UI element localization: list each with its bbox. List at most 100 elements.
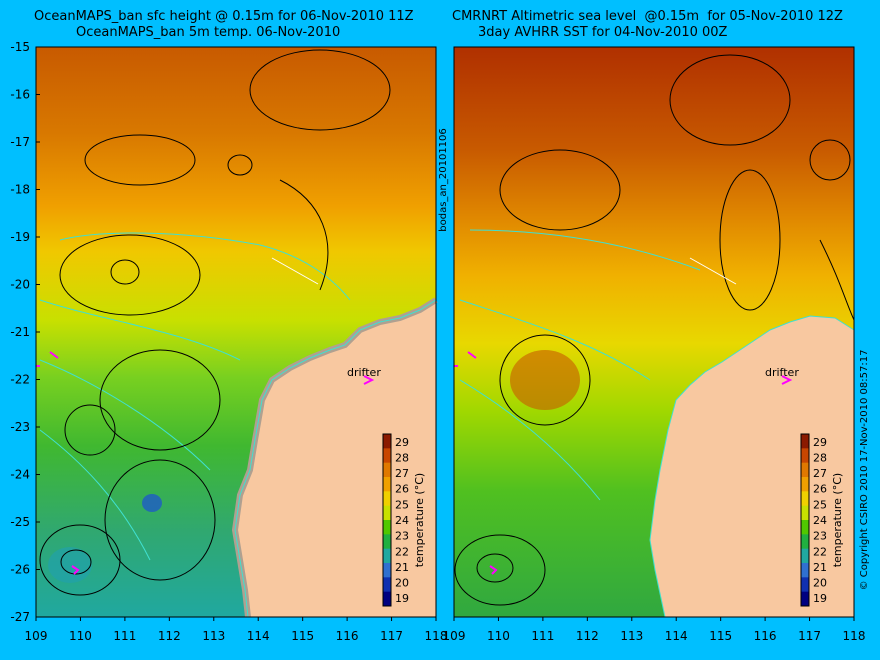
lat-tick-label: -20 (10, 278, 30, 292)
colorbar-tick-label: 26 (813, 483, 827, 496)
lon-tick-label: 110 (487, 629, 510, 643)
colorbar-swatch (383, 448, 391, 464)
lon-tick-label: 115 (291, 629, 314, 643)
right-map-frame (453, 46, 855, 618)
colorbar-tick-label: 23 (813, 530, 827, 543)
lon-tick-label: 109 (25, 629, 48, 643)
right-map-panel: drifter 29 28 27 26 25 24 23 22 21 20 19 temperatu… (453, 46, 855, 618)
colorbar-tick-label: 20 (813, 577, 827, 590)
left-drifter-arrow-west (36, 351, 59, 367)
colorbar-tick-label: 24 (813, 514, 827, 527)
left-drifter-label: drifter (347, 366, 381, 379)
lat-tick-label: -16 (10, 88, 30, 102)
left-cool-patch (48, 547, 92, 583)
colorbar-swatch (801, 520, 809, 535)
left-cold-eddy (142, 494, 162, 512)
right-title-line1: CMRNRT Altimetric sea level @0.15m for 0… (452, 9, 843, 24)
lat-tick-label: -24 (10, 468, 30, 482)
copyright-label: © Copyright CSIRO 2010 17-Nov-2010 08:57… (859, 350, 870, 591)
lon-tick-label: 114 (247, 629, 270, 643)
colorbar-swatch (383, 591, 391, 607)
colorbar-tick-label: 28 (395, 451, 409, 464)
colorbar-tick-label: 27 (395, 467, 409, 480)
right-drifter-arrow (781, 375, 793, 385)
lon-tick-label: 118 (425, 629, 448, 643)
lat-tick-label: -18 (10, 183, 30, 197)
colorbar-tick-label: 25 (813, 498, 827, 511)
left-map-panel: drifter 29 28 27 26 25 24 23 22 21 20 19 temperatu… (35, 46, 438, 618)
colorbar-tick-label: 27 (813, 467, 827, 480)
colorbar-swatch (383, 434, 391, 449)
right-warm-eddy (510, 350, 580, 410)
colorbar-swatch (383, 491, 391, 507)
lon-tick-label: 118 (843, 629, 866, 643)
colorbar-tick-label: 29 (813, 436, 827, 449)
lon-tick-label: 116 (754, 629, 777, 643)
right-drifter-label: drifter (765, 366, 799, 379)
lon-tick-label: 111 (113, 629, 136, 643)
colorbar-tick-label: 19 (395, 592, 409, 605)
colorbar-swatch (383, 577, 391, 593)
lon-tick-label: 113 (202, 629, 225, 643)
right-height-contours (454, 54, 855, 606)
colorbar-swatch (801, 563, 809, 578)
right-colorbar: 29 28 27 26 25 24 23 22 21 20 19 (800, 433, 827, 607)
colorbar-tick-label: 29 (395, 436, 409, 449)
left-colorbar-label: temperature (°C) (413, 473, 426, 567)
right-transect-line (689, 257, 737, 285)
left-height-contours (39, 49, 391, 596)
left-title-line1: OceanMAPS_ban sfc height @ 0.15m for 06-… (34, 9, 414, 24)
lat-tick-label: -21 (10, 325, 30, 339)
colorbar-tick-label: 21 (813, 561, 827, 574)
colorbar-tick-label: 25 (395, 498, 409, 511)
colorbar-tick-label: 21 (395, 561, 409, 574)
colorbar-swatch (383, 534, 391, 550)
colorbar-tick-label: 28 (813, 451, 827, 464)
lon-tick-label: 112 (576, 629, 599, 643)
lon-tick-label: 117 (798, 629, 821, 643)
colorbar-swatch (801, 534, 809, 550)
run-id-label: bodas_an_20101106 (438, 128, 449, 232)
right-colorbar-label: temperature (°C) (831, 473, 844, 567)
colorbar-swatch (801, 448, 809, 464)
colorbar-swatch (801, 505, 809, 521)
colorbar-swatch (801, 491, 809, 507)
lat-tick-label: -26 (10, 563, 30, 577)
colorbar-swatch (383, 505, 391, 521)
lat-tick-label: -25 (10, 515, 30, 529)
right-drifter-arrow-west (454, 351, 477, 367)
lat-tick-label: -17 (10, 135, 30, 149)
lon-tick-label: 116 (336, 629, 359, 643)
lon-tick-label: 113 (620, 629, 643, 643)
colorbar-swatch (383, 520, 391, 535)
lon-tick-label: 109 (443, 629, 466, 643)
colorbar-swatch (383, 548, 391, 564)
right-title-line2: 3day AVHRR SST for 04-Nov-2010 00Z (478, 25, 728, 40)
colorbar-tick-label: 20 (395, 577, 409, 590)
colorbar-swatch (383, 563, 391, 578)
lat-tick-label: -27 (10, 610, 30, 624)
colorbar-frame (382, 433, 392, 607)
right-drifter-arrow-eddy (489, 565, 498, 575)
latitude-axis: -15 -16 -17 -18 -19 -20 -21 -22 -23 -24 -25 -26 -27 (10, 40, 40, 624)
left-title-line2: OceanMAPS_ban 5m temp. 06-Nov-2010 (76, 25, 341, 40)
lon-tick-label: 115 (709, 629, 732, 643)
left-drifter-arrow (363, 375, 375, 385)
colorbar-frame (800, 433, 810, 607)
colorbar-tick-label: 26 (395, 483, 409, 496)
colorbar-swatch (383, 477, 391, 492)
right-isobaths (459, 229, 701, 501)
colorbar-swatch (383, 462, 391, 478)
left-isobaths (39, 232, 351, 561)
left-coastline (234, 299, 437, 618)
left-transect-line (271, 257, 319, 285)
colorbar-tick-label: 24 (395, 514, 409, 527)
colorbar-swatch (801, 548, 809, 564)
lon-tick-label: 117 (380, 629, 403, 643)
colorbar-swatch (801, 591, 809, 607)
lon-tick-label: 111 (531, 629, 554, 643)
colorbar-tick-label: 23 (395, 530, 409, 543)
colorbar-tick-label: 22 (395, 545, 409, 558)
right-coastline (649, 315, 855, 618)
